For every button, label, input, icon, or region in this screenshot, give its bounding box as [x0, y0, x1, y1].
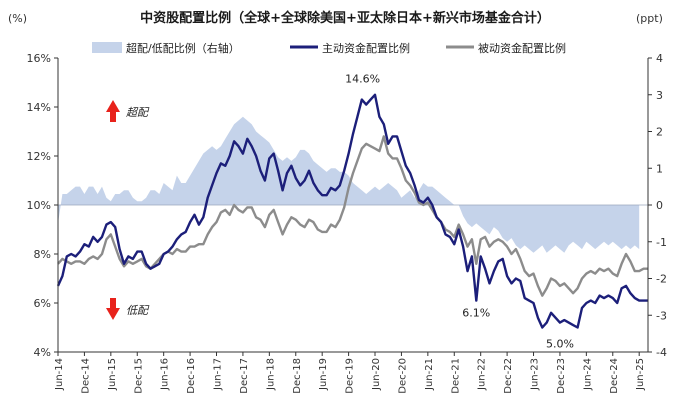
underweight-arrow-icon: [106, 308, 120, 320]
x-tick-label: Jun-17: [213, 358, 224, 391]
x-tick-label: Jun-16: [160, 358, 171, 391]
x-tick-label: Dec-14: [80, 358, 91, 394]
legend-swatch-area: [92, 42, 122, 53]
x-tick-label: Dec-18: [292, 358, 303, 394]
plot-area: [56, 93, 648, 329]
right-tick-label: 4: [656, 52, 663, 65]
data-label-annotation: 14.6%: [345, 72, 380, 85]
left-tick-label: 4%: [34, 346, 51, 359]
x-tick-label: Jun-24: [582, 358, 593, 391]
x-tick-label: Jun-14: [54, 358, 65, 391]
legend-label-area: 超配/低配比例（右轴）: [126, 41, 240, 55]
x-tick-label: Jun-19: [318, 358, 329, 391]
x-tick-label: Jun-21: [424, 358, 435, 391]
x-tick-label: Dec-17: [239, 358, 250, 394]
right-tick-label: 3: [656, 89, 663, 102]
left-tick-label: 14%: [27, 101, 51, 114]
x-tick-label: Dec-22: [503, 358, 514, 394]
series-line-passive: [57, 135, 648, 297]
right-tick-label: 1: [656, 162, 663, 175]
underweight-arrow-shaft: [110, 298, 116, 309]
overweight-label: 超配: [126, 106, 150, 119]
left-tick-label: 8%: [34, 248, 51, 261]
data-label-annotation: 6.1%: [462, 307, 490, 320]
right-tick-label: -3: [656, 309, 667, 322]
axes: 4% 6% 8% 10% 12% 14% 16% -4 -3 -2 -1 0 1 2 3 4 Jun-14 Dec…: [27, 52, 667, 394]
left-tick-label: 12%: [27, 150, 51, 163]
left-tick-label: 16%: [27, 52, 51, 65]
series-line-active: [56, 93, 648, 329]
right-tick-label: -1: [656, 236, 667, 249]
legend-label-active: 主动资金配置比例: [322, 41, 410, 55]
legend: 超配/低配比例（右轴） 主动资金配置比例 被动资金配置比例: [92, 41, 566, 55]
overweight-arrow-icon: [106, 100, 120, 112]
right-tick-label: 2: [656, 126, 663, 139]
left-tick-label: 10%: [27, 199, 51, 212]
x-tick-label: Jun-22: [477, 358, 488, 391]
x-tick-label: Dec-15: [133, 358, 144, 394]
left-tick-label: 6%: [34, 297, 51, 310]
annotations: 14.6% 6.1% 5.0%: [345, 72, 574, 350]
x-tick-label: Jun-23: [530, 358, 541, 391]
x-tick-label: Jun-20: [371, 358, 382, 391]
x-tick-label: Dec-24: [609, 358, 620, 394]
x-tick-label: Dec-20: [397, 358, 408, 394]
x-tick-label: Dec-21: [450, 358, 461, 394]
right-tick-label: -4: [656, 346, 667, 359]
right-tick-label: 0: [656, 199, 663, 212]
underweight-label: 低配: [126, 304, 150, 317]
x-tick-label: Dec-23: [556, 358, 567, 394]
x-tick-label: Dec-19: [345, 358, 356, 394]
right-tick-label: -2: [656, 273, 667, 286]
legend-label-passive: 被动资金配置比例: [478, 41, 566, 55]
x-tick-label: Dec-16: [186, 358, 197, 394]
x-tick-label: Jun-15: [107, 358, 118, 391]
left-axis-unit: (%): [8, 12, 27, 25]
x-tick-label: Jun-25: [635, 358, 646, 391]
x-tick-label: Jun-18: [265, 358, 276, 391]
right-axis-unit: (ppt): [636, 12, 663, 25]
data-label-annotation: 5.0%: [546, 338, 574, 351]
overweight-arrow-shaft: [110, 111, 116, 122]
chart-title: 中资股配置比例（全球+全球除美国+亚太除日本+新兴市场基金合计）: [140, 10, 550, 26]
